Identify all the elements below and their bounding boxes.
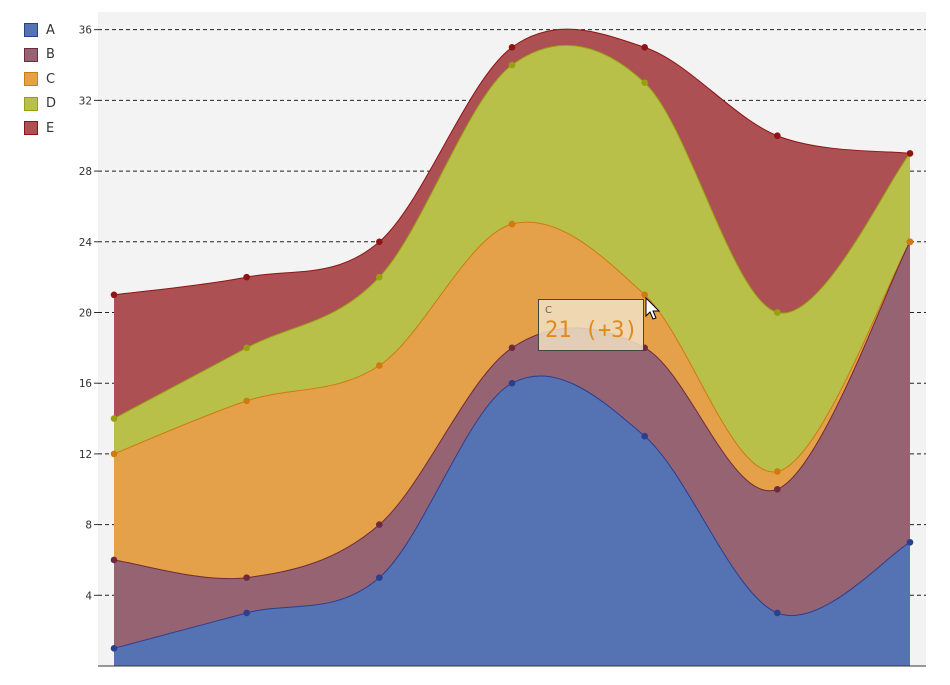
legend-label-c: C [46,71,56,87]
legend-swatch-d [24,96,38,111]
legend-label-a: A [46,22,55,38]
legend-item-e[interactable]: E [24,120,56,136]
point-d-2[interactable] [243,344,250,352]
tooltip-series-label: C [545,305,552,316]
y-tick-label-12: 12 [79,448,92,461]
point-b-1[interactable] [110,556,118,564]
point-e-7[interactable] [906,150,914,157]
point-a-2[interactable] [243,609,250,617]
point-a-1[interactable] [110,645,118,652]
point-d-3[interactable] [376,273,383,281]
point-e-1[interactable] [110,291,118,299]
y-tick-label-24: 24 [79,236,93,249]
point-a-7[interactable] [906,538,914,546]
point-c-6[interactable] [774,468,781,475]
data-points [110,44,914,652]
line-c [113,221,911,473]
legend-label-d: D [46,96,57,112]
point-e-2[interactable] [243,273,250,281]
point-a-6[interactable] [774,609,781,617]
point-b-4[interactable] [508,344,516,352]
legend-swatch-c [24,72,38,87]
point-d-4[interactable] [508,61,516,69]
point-b-6[interactable] [774,485,781,493]
point-c-5[interactable] [641,291,648,299]
point-e-5[interactable] [641,44,648,51]
area-a [114,375,910,666]
point-e-3[interactable] [376,238,383,246]
legend-swatch-a [24,23,38,37]
legend-label-e: E [46,120,55,136]
point-e-4[interactable] [508,44,516,51]
point-c-1[interactable] [110,450,118,458]
point-a-3[interactable] [376,574,383,581]
point-e-6[interactable] [774,132,781,140]
legend-item-c[interactable]: C [24,71,56,87]
y-tick-label-4: 4 [85,589,92,602]
legend-swatch-b [24,47,38,62]
y-tick-label-20: 20 [79,306,92,319]
legend-item-a[interactable]: A [24,22,56,38]
y-tick-label-32: 32 [79,94,92,107]
y-tick-label-28: 28 [79,165,92,178]
point-d-6[interactable] [774,309,781,316]
y-axis-ticks: 4 8 12 16 20 24 28 32 36 [79,24,98,602]
y-tick-label-8: 8 [85,519,92,532]
tooltip-value: 21 (+3) [545,318,638,343]
point-b-2[interactable] [243,574,250,581]
point-d-5[interactable] [641,79,648,87]
point-c-3[interactable] [376,362,383,369]
point-c-4[interactable] [508,220,516,228]
point-c-2[interactable] [243,397,250,405]
point-a-5[interactable] [641,432,648,440]
tooltip: C 21 (+3) [538,299,644,351]
legend-item-d[interactable]: D [24,96,56,112]
y-tick-label-16: 16 [79,377,92,390]
legend: A B C D E [24,22,56,145]
legend-label-b: B [46,47,55,63]
point-b-3[interactable] [376,521,383,528]
point-c-7[interactable] [906,238,914,246]
line-b [113,241,911,580]
legend-item-b[interactable]: B [24,47,56,63]
point-a-4[interactable] [508,379,516,387]
legend-swatch-e [24,121,38,136]
y-tick-label-36: 36 [79,24,92,37]
point-d-1[interactable] [110,415,118,422]
